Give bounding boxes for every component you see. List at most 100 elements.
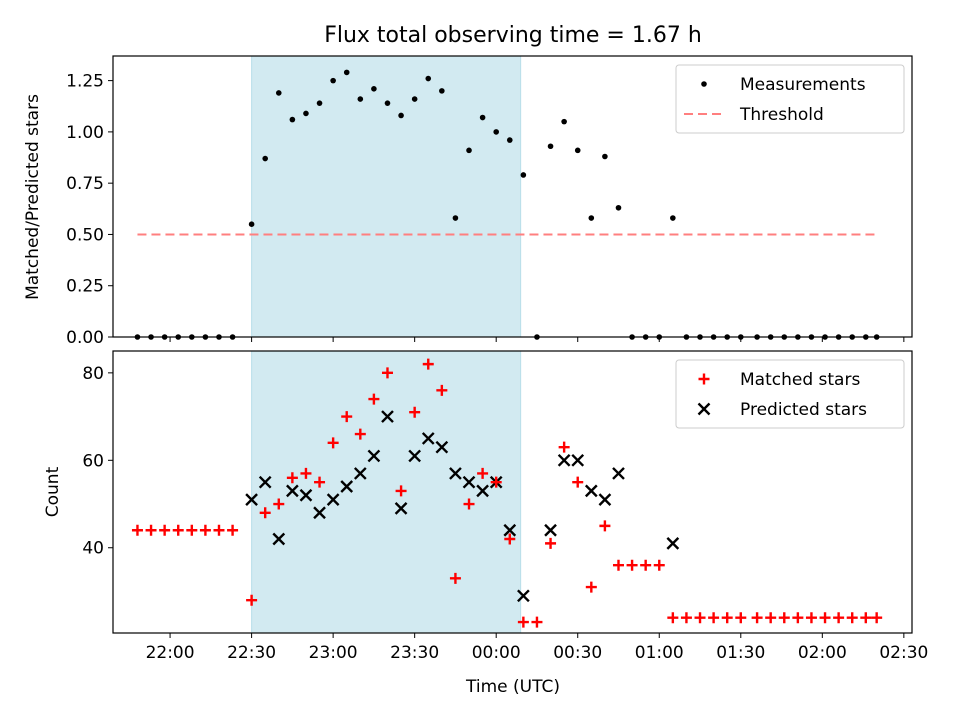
x-tick-label: 02:30 — [879, 643, 928, 663]
matched-star-point — [694, 612, 706, 624]
legend-marker-predicted — [697, 402, 711, 416]
predicted-star-point — [612, 467, 625, 480]
top-panel: 0.00 0.25 0.50 0.75 1.00 1.25 Measurements Thre… — [66, 55, 913, 348]
x-tick-label: 23:00 — [309, 643, 358, 663]
measurement-point — [561, 118, 567, 125]
matched-star-point — [792, 612, 804, 624]
x-tick-label: 22:30 — [227, 643, 276, 663]
matched-star-point — [422, 358, 434, 370]
matched-star-point — [449, 572, 461, 584]
x-axis-label: Time (UTC) — [465, 677, 560, 697]
predicted-star-point — [313, 506, 326, 520]
y-tick-label: 0.50 — [66, 225, 104, 245]
y-tick-label: 60 — [82, 451, 104, 471]
measurement-point — [289, 116, 296, 123]
legend: Matched stars Predicted stars — [675, 359, 905, 429]
x-tick-label: 02:00 — [798, 643, 847, 663]
measurement-point — [466, 147, 472, 154]
predicted-star-point — [286, 484, 299, 498]
bottom-y-axis-label: Count — [43, 466, 63, 517]
legend-label: Predicted stars — [740, 400, 867, 420]
matched-star-point — [653, 559, 665, 571]
x-tick-label: 01:00 — [635, 643, 684, 663]
x-tick-label: 22:00 — [146, 643, 195, 663]
measurement-point — [371, 86, 377, 92]
legend-box — [675, 359, 905, 429]
matched-star-point — [354, 428, 366, 440]
predicted-star-point — [503, 523, 517, 537]
matched-star-point — [327, 437, 339, 449]
matched-star-point — [227, 524, 239, 536]
matched-star-point — [585, 581, 597, 593]
legend: Measurements Threshold — [675, 64, 905, 134]
x-tick-label: 00:30 — [553, 643, 602, 663]
predicted-star-point — [517, 589, 530, 603]
predicted-star-point — [326, 493, 340, 506]
matched-star-point — [477, 467, 489, 479]
matched-star-point — [463, 498, 475, 510]
matched-star-point — [680, 612, 692, 624]
measurement-point — [248, 221, 255, 227]
measurement-point — [670, 215, 676, 221]
measurement-point — [588, 215, 595, 221]
predicted-star-point — [340, 480, 354, 493]
measurement-point — [398, 112, 404, 119]
measurement-point — [602, 153, 608, 160]
measurement-point — [493, 129, 499, 135]
x-tick-label: 01:30 — [716, 643, 765, 663]
predicted-star-point — [557, 453, 571, 467]
matched-star-point — [286, 472, 298, 484]
bottom-panel-frame — [112, 350, 913, 634]
matched-star-point — [273, 498, 285, 510]
predicted-star-point — [435, 440, 449, 454]
measurement-point — [384, 100, 391, 106]
chart-title: Flux total observing time = 1.67 h — [324, 23, 702, 48]
plot-area: 0.00 0.25 0.50 0.75 1.00 1.25 Measurements Thre… — [66, 55, 928, 663]
matched-star-point — [735, 612, 747, 624]
predicted-star-point — [449, 467, 462, 480]
matched-star-point — [612, 559, 624, 571]
predicted-star-point — [367, 449, 381, 463]
measurement-point — [262, 155, 268, 162]
matched-star-point — [314, 476, 326, 488]
matched-star-point — [708, 612, 720, 624]
matched-star-point — [599, 520, 611, 532]
matched-star-point — [259, 507, 271, 519]
matched-star-point — [381, 367, 393, 379]
matched-star-point — [517, 616, 529, 628]
predicted-star-point — [571, 453, 585, 467]
matched-star-point — [199, 524, 211, 536]
measurement-point — [357, 96, 364, 102]
matched-star-point — [409, 406, 421, 418]
matched-star-point — [751, 612, 763, 624]
y-tick-label: 1.00 — [66, 123, 104, 143]
matched-star-point — [721, 612, 733, 624]
matched-star-point — [490, 476, 502, 488]
measurement-point — [303, 110, 309, 117]
predicted-star-point — [299, 488, 313, 502]
matched-star-point — [531, 616, 543, 628]
legend-label: Threshold — [739, 105, 824, 125]
measurement-point — [547, 143, 554, 150]
top-y-axis-label: Matched/Predicted stars — [23, 94, 43, 300]
measurement-point — [479, 114, 486, 121]
bottom-panel: 40 60 80 22:00 22:30 23:00 23:30 00:00 00:30 01:0… — [82, 350, 928, 663]
y-tick-label: 0.75 — [66, 174, 104, 194]
predicted-star-point — [598, 493, 612, 506]
matched-star-point — [640, 559, 652, 571]
y-tick-label: 0.25 — [66, 277, 104, 297]
measurement-point — [425, 75, 432, 82]
predicted-star-point — [408, 449, 422, 463]
matched-star-point — [368, 393, 380, 405]
measurement-point — [411, 96, 418, 102]
measurement-point — [506, 137, 513, 143]
predicted-star-point — [353, 467, 367, 480]
predicted-star-point — [666, 537, 680, 550]
measurement-point — [615, 204, 622, 211]
predicted-star-point — [258, 475, 272, 489]
y-tick-label: 1.25 — [66, 72, 104, 92]
legend-label: Measurements — [740, 75, 866, 95]
predicted-star-point — [394, 502, 408, 515]
matched-star-point — [558, 441, 570, 453]
